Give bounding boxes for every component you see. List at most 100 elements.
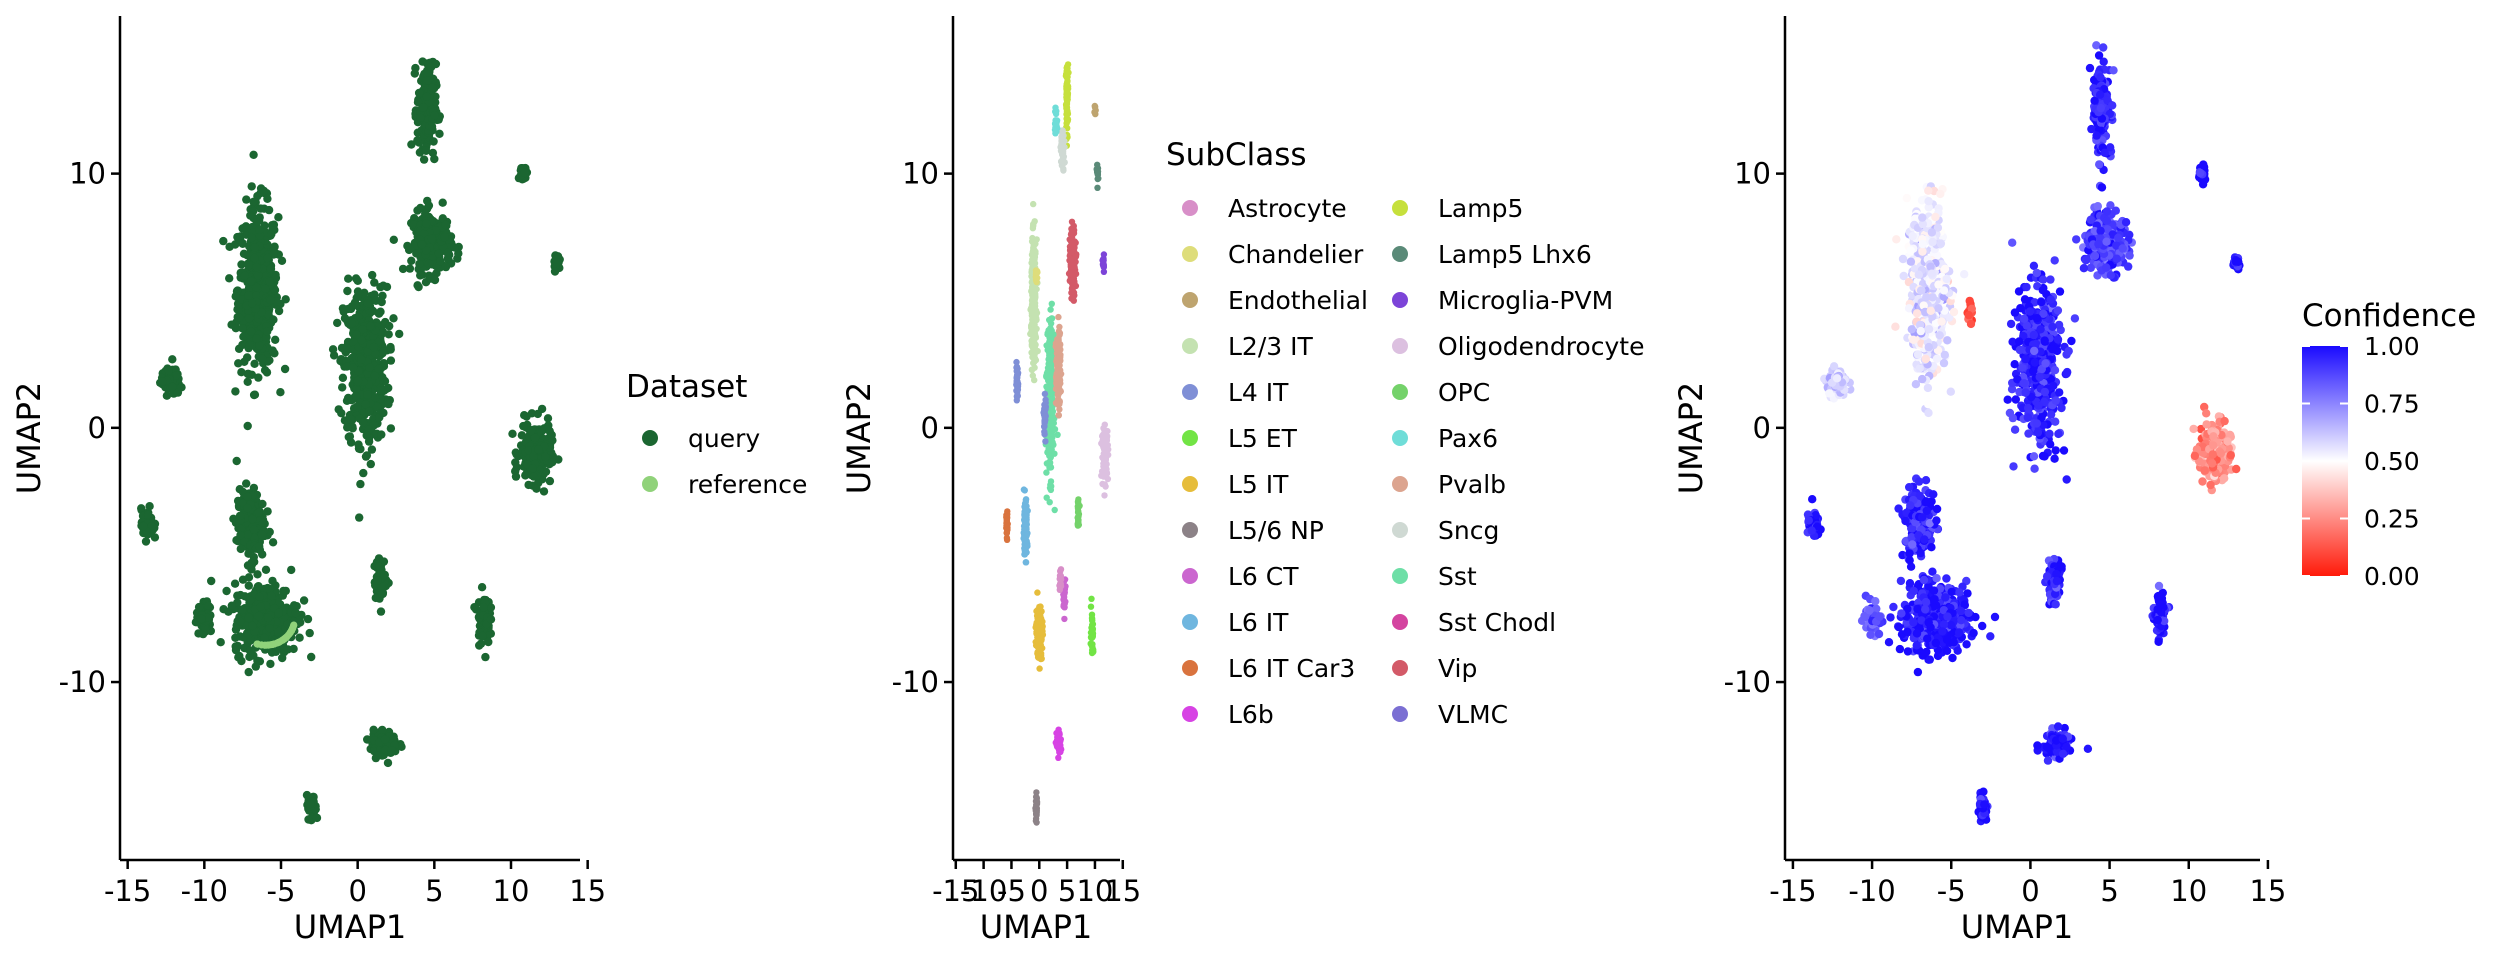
x-tick-label: 10 [493,874,530,908]
data-point [1101,492,1108,499]
data-point [270,242,279,251]
data-point [429,137,438,146]
data-point [1960,270,1969,279]
x-tick-label: -5 [267,874,296,908]
data-point [1072,253,1080,260]
data-point [266,659,275,669]
data-point [1047,486,1055,494]
x-tick-label: 15 [1104,874,1141,908]
data-point [545,476,555,486]
data-point [413,98,423,107]
data-point [1055,741,1063,749]
data-point [237,368,246,377]
data-point [438,198,447,207]
data-point [254,611,264,621]
data-point [253,640,261,648]
legend-label: Vip [1438,654,1477,683]
data-point [244,261,254,270]
x-tick-label: 5 [425,874,443,908]
data-point [340,344,349,353]
data-point [379,347,388,356]
legend-key [1182,614,1198,630]
data-point [1032,277,1040,284]
legend-key [1392,430,1408,446]
data-point [247,233,256,243]
data-point [281,295,290,304]
y-axis-title: UMAP2 [10,382,48,495]
data-point [1052,120,1059,127]
data-point [337,409,346,418]
data-point [352,300,361,310]
data-point [1064,117,1071,125]
data-point [254,373,263,382]
data-point [235,511,245,521]
data-point [338,373,348,382]
data-point [263,253,272,263]
data-point [249,197,258,206]
data-point [386,345,395,354]
data-point [265,277,274,286]
data-point [244,291,253,300]
data-point [383,758,393,768]
data-point [370,278,379,287]
data-point [430,111,439,120]
data-point [1034,589,1041,596]
legend-key [1182,338,1198,354]
legend-key [1182,522,1198,538]
data-point [411,63,420,73]
data-point [385,321,394,331]
data-point [1041,431,1048,438]
data-point [243,530,252,539]
legend-key [1392,200,1408,216]
data-point [370,349,380,358]
data-point [1103,441,1110,448]
data-point [422,246,431,255]
x-tick-label: -10 [181,874,228,908]
data-point [1030,327,1038,334]
legend-key [1182,706,1198,722]
data-point [352,384,361,394]
data-point [280,364,290,374]
data-point [281,586,290,596]
data-point [272,617,281,626]
data-point [441,220,450,230]
points-dataset [137,57,564,825]
data-point [1046,364,1053,371]
data-point [1068,285,1076,292]
data-point [353,291,363,301]
data-point [143,510,153,519]
data-point [1053,128,1060,135]
data-point [346,415,355,424]
data-point [333,318,342,328]
data-point [543,414,553,423]
data-point [237,656,246,666]
legend-key [1392,476,1408,492]
data-point [266,264,276,274]
data-point [236,530,245,540]
data-point [244,581,253,590]
data-point [338,304,348,313]
data-point [139,521,148,531]
data-point [141,537,151,546]
data-point [275,638,283,646]
data-point [1089,617,1096,624]
data-point [419,155,429,164]
data-point [553,258,562,267]
data-point [268,538,278,547]
data-point [1057,566,1065,573]
data-point [1030,349,1037,356]
data-point [1075,511,1083,518]
data-point [389,235,398,244]
data-point [395,329,404,339]
data-point [219,236,228,246]
data-point [243,492,252,501]
data-point [269,315,278,324]
data-point [407,140,416,149]
data-point [258,354,267,363]
data-point [248,514,257,524]
data-point [486,615,496,624]
